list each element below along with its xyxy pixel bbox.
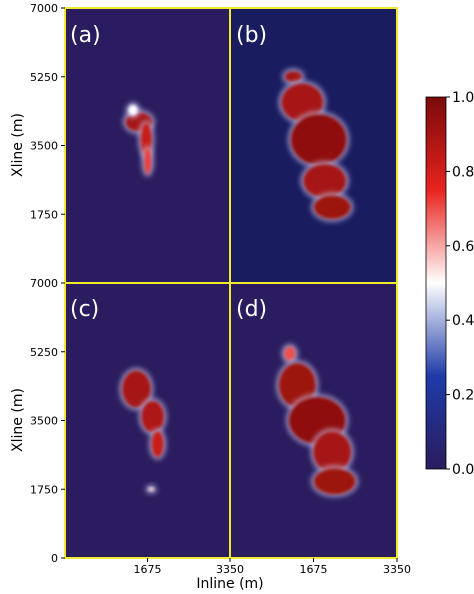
x-tick-label: 3350: [216, 563, 244, 576]
colorbar: 1.0 0.8 0.6 0.4 0.2 0.0: [425, 90, 474, 478]
y-tick-label: 5250: [30, 346, 58, 359]
colorbar-tick-label: 1.0: [452, 90, 474, 106]
panel-b-label: (b): [236, 23, 267, 48]
panel-b-blob: [303, 163, 347, 198]
y-tick-label: 7000: [30, 2, 58, 15]
y-tick-label: 3500: [30, 415, 58, 428]
panel-c-blob: [148, 487, 155, 492]
colorbar-ticks: 1.0 0.8 0.6 0.4 0.2 0.0: [446, 90, 474, 478]
panel-d-blobs: [276, 344, 359, 497]
x-axis: 1675 3350 1675 3350: [134, 558, 411, 576]
panel-a-blobs: [123, 102, 155, 177]
panel-c-blob: [151, 431, 164, 458]
y-tick-label: 1750: [30, 208, 58, 221]
panel-b-blob: [281, 83, 324, 122]
panel-a-blob: [144, 148, 152, 175]
y-tick-label: 7000: [30, 277, 58, 290]
panel-b-blob: [313, 195, 351, 219]
x-tick-label: 1675: [300, 563, 328, 576]
colorbar-gradient: [425, 96, 447, 470]
panel-b-blob: [290, 114, 347, 166]
panel-a-label: (a): [70, 23, 101, 48]
panel-a-blob: [128, 105, 138, 116]
x-tick-label: 3350: [383, 563, 411, 576]
panel-d-label: (d): [236, 297, 267, 322]
y-axis-label-bottom: Xline (m): [10, 388, 26, 452]
panel-d-blob: [313, 431, 352, 473]
panel-b-blob: [284, 71, 302, 83]
colorbar-tick-label: 0.0: [452, 462, 474, 478]
panel-d-blob: [313, 468, 356, 495]
panel-c-label: (c): [70, 297, 99, 322]
y-tick-label: 3500: [30, 140, 58, 153]
panel-c: (c): [65, 283, 230, 558]
panel-d: (d): [230, 283, 397, 558]
panel-d-blob: [284, 346, 296, 361]
panel-a: (a): [65, 8, 230, 283]
panel-c-blob: [141, 400, 165, 433]
y-tick-label: 1750: [30, 483, 58, 496]
x-axis-label: Inline (m): [196, 576, 263, 592]
y-tick-label: 0: [51, 552, 58, 565]
panel-b: (b): [230, 8, 397, 283]
colorbar-tick-label: 0.8: [452, 164, 474, 180]
panel-c-blobs: [119, 368, 167, 494]
panel-b-blobs: [278, 68, 354, 222]
y-axis-top: 7000 5250 3500 1750: [30, 2, 65, 221]
colorbar-tick-label: 0.4: [452, 313, 474, 329]
y-axis-bottom: 7000 5250 3500 1750 0: [30, 277, 65, 565]
panel-c-blob: [122, 370, 151, 408]
colorbar-tick-label: 0.2: [452, 388, 474, 404]
y-tick-label: 5250: [30, 71, 58, 84]
colorbar-tick-label: 0.6: [452, 239, 474, 255]
y-axis-label-top: Xline (m): [10, 113, 26, 177]
x-tick-label: 1675: [134, 563, 162, 576]
